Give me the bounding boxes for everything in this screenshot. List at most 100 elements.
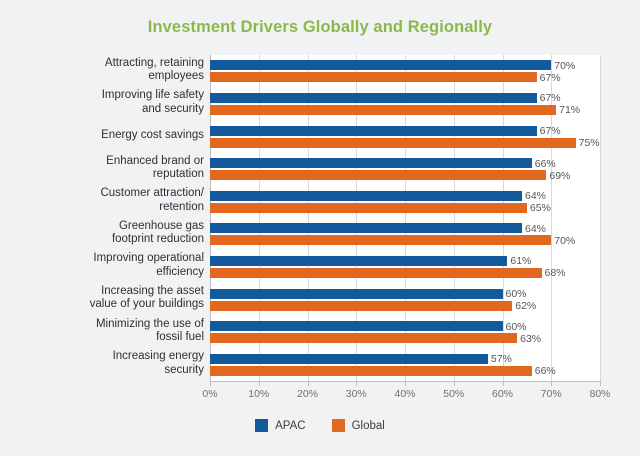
category-label-line: and security <box>141 102 204 115</box>
category-label-line: Minimizing the use of <box>95 317 204 330</box>
bar-value-label: 65% <box>529 202 551 215</box>
bar-value-label: 63% <box>520 332 542 345</box>
category-label-line: reputation <box>152 168 204 181</box>
bar-value-label: 69% <box>549 169 571 182</box>
plot-area <box>210 55 601 381</box>
gridline-30 <box>356 55 358 381</box>
legend-label: Global <box>351 419 385 432</box>
category-label-6: Improving operational efficiency <box>22 252 204 279</box>
bar-apac-4 <box>210 190 522 201</box>
x-tick-mark-60 <box>502 381 504 386</box>
category-label-9: Increasing energy security <box>22 350 204 377</box>
legend-swatch-icon <box>331 419 345 432</box>
x-tick-label: 0% <box>202 388 218 400</box>
bar-apac-9 <box>210 353 488 364</box>
bar-global-8 <box>210 333 518 344</box>
bar-apac-2 <box>210 125 537 136</box>
x-tick-label: 30% <box>345 388 367 400</box>
bar-apac-0 <box>210 60 552 71</box>
category-label-0: Attracting, retaining employees <box>22 57 204 84</box>
gridline-60 <box>502 55 504 381</box>
category-label-line: Increasing energy <box>112 350 204 363</box>
chart-title: Investment Drivers Globally and Regional… <box>147 18 493 36</box>
category-label-line: Improving operational <box>93 252 204 265</box>
x-tick-label: 80% <box>589 388 611 400</box>
bar-global-9 <box>210 365 532 376</box>
x-tick-mark-70 <box>551 381 553 386</box>
bar-value-label: 67% <box>539 71 561 84</box>
bar-global-5 <box>210 235 552 246</box>
x-tick-mark-0 <box>210 381 211 386</box>
bar-value-label: 67% <box>539 125 561 137</box>
bar-value-label: 67% <box>539 92 561 105</box>
x-tick-mark-80 <box>600 381 601 386</box>
bar-value-label: 71% <box>559 104 581 117</box>
category-label-1: Improving life safety and security <box>22 89 204 116</box>
x-tick-label: 70% <box>540 388 562 400</box>
bar-value-label: 62% <box>515 300 537 312</box>
bar-value-label: 75% <box>578 137 600 149</box>
legend-item-global[interactable]: Global <box>331 419 385 432</box>
bar-global-4 <box>210 202 527 213</box>
category-label-line: Energy cost savings <box>101 128 204 141</box>
category-label-line: employees <box>148 70 204 83</box>
category-label-5: Greenhouse gas footprint reduction <box>22 220 204 247</box>
bar-global-3 <box>210 170 547 181</box>
category-label-2: Energy cost savings <box>22 129 204 143</box>
bar-value-label: 70% <box>554 59 576 72</box>
gridline-50 <box>453 55 455 381</box>
category-label-8: Minimizing the use of fossil fuel <box>22 318 204 345</box>
bar-apac-7 <box>210 288 503 299</box>
bar-value-label: 66% <box>534 157 556 170</box>
bar-apac-3 <box>210 158 532 169</box>
category-label-line: Increasing the asset <box>101 284 204 297</box>
category-label-line: footprint reduction <box>111 233 204 246</box>
legend-swatch-icon <box>255 419 269 432</box>
category-label-line: fossil fuel <box>156 331 204 344</box>
legend-label: APAC <box>275 419 306 432</box>
bar-value-label: 66% <box>534 365 556 378</box>
bar-value-label: 57% <box>490 353 512 366</box>
bar-global-7 <box>210 300 513 311</box>
bar-apac-8 <box>210 321 503 332</box>
x-tick-label: 10% <box>248 388 270 400</box>
bar-value-label: 60% <box>505 288 527 300</box>
chart-legend: APAC Global <box>0 419 640 432</box>
x-tick-label: 40% <box>394 388 416 400</box>
bar-global-1 <box>210 104 557 115</box>
legend-item-apac[interactable]: APAC <box>255 419 306 432</box>
bar-apac-5 <box>210 223 522 234</box>
category-label-7: Increasing the asset value of your buildi… <box>22 285 204 312</box>
category-label-line: efficiency <box>156 265 204 278</box>
x-tick-mark-50 <box>453 381 455 386</box>
x-tick-mark-30 <box>356 381 358 386</box>
gridline-0 <box>210 55 211 381</box>
bar-value-label: 60% <box>505 320 527 333</box>
bar-global-6 <box>210 267 542 278</box>
bar-value-label: 64% <box>525 222 547 235</box>
bar-global-2 <box>210 137 576 148</box>
bar-value-label: 64% <box>525 190 547 203</box>
category-label-line: Customer attraction/ <box>100 187 204 200</box>
bar-apac-1 <box>210 92 537 103</box>
bar-apac-6 <box>210 255 508 266</box>
gridline-80 <box>600 55 601 381</box>
x-tick-label: 20% <box>296 388 318 400</box>
bar-value-label: 70% <box>554 234 576 247</box>
category-label-line: Greenhouse gas <box>118 219 204 232</box>
category-label-line: Improving life safety <box>101 89 204 102</box>
x-tick-label: 60% <box>491 388 513 400</box>
bar-value-label: 68% <box>544 267 566 280</box>
gridline-40 <box>405 55 406 381</box>
x-tick-mark-40 <box>405 381 406 386</box>
bar-global-0 <box>210 72 537 83</box>
x-tick-label: 50% <box>443 388 465 400</box>
category-label-line: Attracting, retaining <box>104 56 204 69</box>
category-label-line: value of your buildings <box>89 298 204 311</box>
x-tick-mark-10 <box>258 381 260 386</box>
gridline-10 <box>258 55 260 381</box>
x-tick-mark-20 <box>307 381 309 386</box>
bar-value-label: 61% <box>510 255 532 268</box>
category-label-line: retention <box>159 200 204 213</box>
